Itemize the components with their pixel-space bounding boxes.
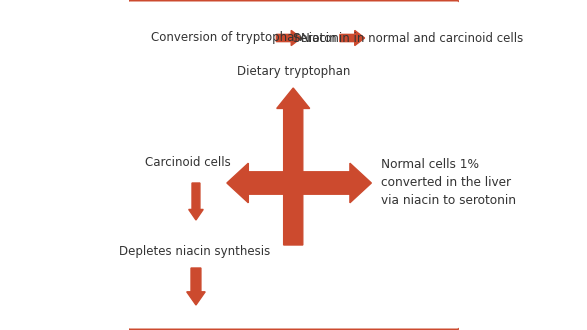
Polygon shape xyxy=(188,183,203,220)
Polygon shape xyxy=(340,30,365,46)
Text: Dietary tryptophan: Dietary tryptophan xyxy=(237,65,350,79)
Text: Niacin: Niacin xyxy=(301,31,338,45)
Text: Serotonin in normal and carcinoid cells: Serotonin in normal and carcinoid cells xyxy=(294,31,524,45)
Polygon shape xyxy=(227,163,372,203)
Text: Depletes niacin synthesis: Depletes niacin synthesis xyxy=(119,246,271,258)
Text: Carcinoid cells: Carcinoid cells xyxy=(144,156,231,170)
Polygon shape xyxy=(187,268,205,305)
Polygon shape xyxy=(276,88,310,245)
Polygon shape xyxy=(276,30,301,46)
Text: Normal cells 1%
converted in the liver
via niacin to serotonin: Normal cells 1% converted in the liver v… xyxy=(382,158,517,208)
Text: Conversion of tryptophan: Conversion of tryptophan xyxy=(151,31,302,45)
